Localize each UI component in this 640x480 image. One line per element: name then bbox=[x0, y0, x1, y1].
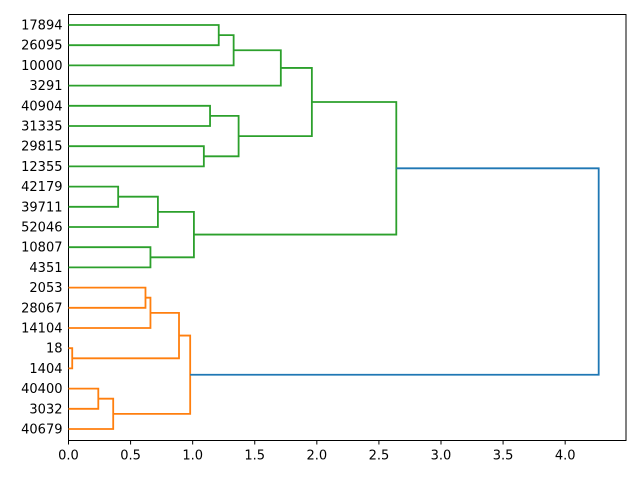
leaf-label: 26095 bbox=[21, 39, 62, 54]
dendrogram-link bbox=[238, 67, 313, 137]
leaf-label: 40679 bbox=[21, 423, 62, 438]
leaf-label: 4351 bbox=[29, 261, 62, 276]
x-tick-label: 0.5 bbox=[120, 449, 141, 464]
dendrogram-link bbox=[68, 195, 159, 228]
x-axis: 0.0 0.5 1.0 1.5 2.0 2.5 3.0 3.5 4.0 bbox=[58, 440, 576, 464]
leaf-label: 52046 bbox=[21, 221, 62, 236]
x-tick-label: 2.5 bbox=[369, 449, 390, 464]
y-axis-labels: 17894 26095 10000 3291 40904 31335 29815 12355 4… bbox=[21, 19, 62, 438]
dendrogram-link bbox=[150, 210, 195, 259]
dendrogram-link bbox=[68, 145, 205, 168]
leaf-label: 14104 bbox=[21, 322, 62, 337]
dendrogram-link bbox=[68, 347, 74, 370]
leaf-label: 42179 bbox=[21, 180, 62, 195]
leaf-label: 10000 bbox=[21, 59, 62, 74]
leaf-label: 29815 bbox=[21, 140, 62, 155]
leaf-label: 31335 bbox=[21, 120, 62, 135]
leaf-label: 3032 bbox=[29, 402, 62, 417]
dendrogram-link bbox=[68, 246, 152, 269]
leaf-label: 10807 bbox=[21, 241, 62, 256]
x-tick-label: 3.5 bbox=[493, 449, 514, 464]
x-tick-label: 3.0 bbox=[431, 449, 452, 464]
leaf-label: 40904 bbox=[21, 99, 62, 114]
dendrogram-link bbox=[190, 167, 600, 376]
dendrogram-link bbox=[68, 34, 235, 67]
leaf-label: 17894 bbox=[21, 19, 62, 34]
dendrogram-links bbox=[68, 24, 600, 430]
leaf-label: 12355 bbox=[21, 160, 62, 175]
leaf-label: 40400 bbox=[21, 382, 62, 397]
dendrogram-link bbox=[203, 115, 240, 158]
leaf-label: 39711 bbox=[21, 200, 62, 215]
dendrogram-link bbox=[68, 24, 220, 47]
dendrogram-link bbox=[68, 397, 115, 430]
dendrogram-link bbox=[68, 185, 120, 208]
dendrogram-link bbox=[68, 286, 147, 309]
leaf-label: 18 bbox=[46, 342, 63, 357]
x-tick-label: 4.0 bbox=[555, 449, 576, 464]
dendrogram-link bbox=[68, 104, 211, 127]
x-tick-label: 0.0 bbox=[58, 449, 79, 464]
dendrogram-link bbox=[68, 387, 100, 410]
dendrogram-link bbox=[193, 101, 398, 236]
dendrogram-link bbox=[72, 311, 180, 360]
leaf-label: 2053 bbox=[29, 281, 62, 296]
x-tick-label: 1.0 bbox=[182, 449, 203, 464]
leaf-label: 3291 bbox=[29, 79, 62, 94]
dendrogram-link bbox=[68, 49, 282, 87]
dendrogram-link bbox=[68, 296, 152, 329]
leaf-label: 28067 bbox=[21, 301, 62, 316]
x-tick-label: 2.0 bbox=[306, 449, 327, 464]
leaf-label: 1404 bbox=[29, 362, 62, 377]
x-tick-label: 1.5 bbox=[244, 449, 265, 464]
